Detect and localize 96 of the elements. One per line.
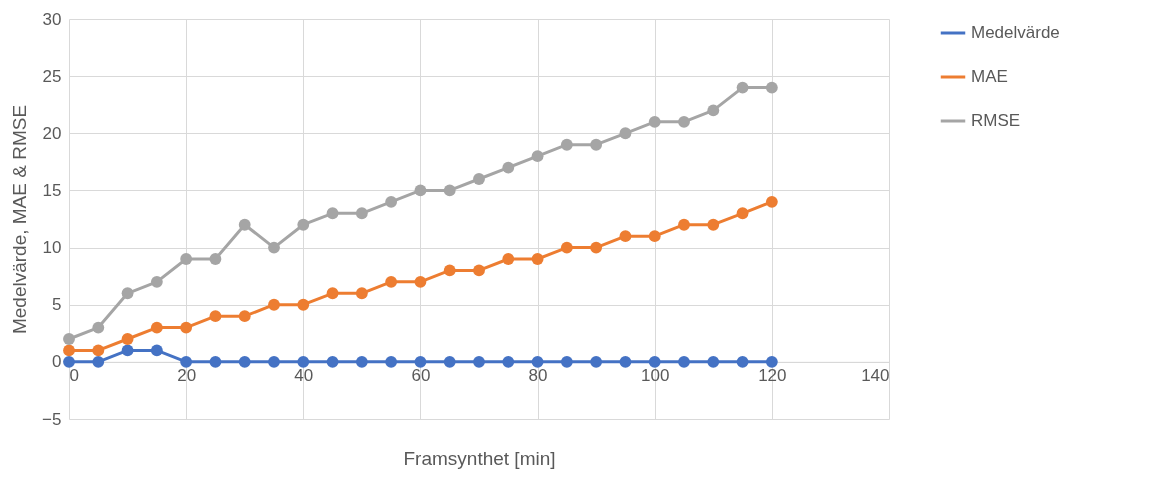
point (765, 81, 778, 94)
point (92, 321, 105, 334)
point (765, 195, 778, 208)
point (707, 218, 720, 231)
point (355, 287, 368, 300)
point (297, 298, 310, 311)
point (385, 195, 398, 208)
point (648, 230, 661, 243)
point (414, 275, 427, 288)
y-tick-label: 20 (42, 123, 62, 143)
point (238, 310, 251, 323)
point (385, 275, 398, 288)
point (648, 355, 661, 368)
legend-label: RMSE (971, 111, 1021, 130)
point (121, 287, 134, 300)
point (590, 355, 603, 368)
point (473, 173, 485, 185)
point (355, 207, 368, 220)
point (209, 355, 222, 368)
x-tick-label: 0 (69, 366, 79, 386)
point (150, 321, 163, 334)
point (619, 127, 632, 140)
point (414, 184, 427, 197)
point (268, 241, 280, 254)
x-tick-label: 100 (641, 366, 670, 386)
point (385, 355, 398, 368)
point (678, 115, 690, 128)
legend-label: MAE (971, 67, 1008, 86)
point (180, 321, 193, 334)
x-tick-label: 80 (528, 366, 548, 386)
y-axis-title: Medelvärde, MAE & RMSE (9, 104, 31, 335)
point (560, 138, 573, 151)
point (63, 355, 75, 368)
point (209, 253, 222, 265)
point (268, 298, 280, 311)
point (238, 355, 251, 368)
point (619, 355, 632, 368)
point (92, 344, 105, 357)
point (707, 355, 720, 368)
point (473, 264, 485, 277)
point (707, 104, 720, 117)
point (180, 355, 193, 368)
x-tick-label: 140 (861, 366, 890, 386)
point (502, 355, 515, 368)
point (180, 253, 193, 265)
point (443, 264, 456, 277)
point (678, 218, 690, 231)
y-tick-label: 15 (42, 180, 62, 200)
point (326, 355, 339, 368)
point (414, 355, 427, 368)
point (150, 275, 163, 288)
x-tick-label: 40 (294, 366, 314, 386)
y-tick-label: −5 (42, 409, 62, 429)
point (209, 310, 222, 323)
y-tick-label: 30 (42, 9, 62, 29)
point (268, 355, 280, 368)
point (326, 207, 339, 220)
point (765, 355, 778, 368)
y-tick-label: 0 (52, 352, 62, 372)
point (531, 253, 544, 265)
point (736, 207, 749, 220)
point (63, 344, 75, 357)
point (443, 184, 456, 197)
x-tick-label: 20 (177, 366, 197, 386)
y-tick-label: 10 (42, 238, 62, 258)
point (297, 218, 310, 231)
point (121, 344, 134, 357)
y-tick-label: 25 (42, 66, 62, 86)
point (92, 355, 105, 368)
x-axis-title: Framsynthet [min] (403, 447, 556, 469)
point (355, 355, 368, 368)
x-tick-label: 120 (758, 366, 787, 386)
point (590, 241, 603, 254)
point (619, 230, 632, 243)
point (443, 355, 456, 368)
point (238, 218, 251, 231)
point (678, 355, 690, 368)
point (560, 241, 573, 254)
point (531, 355, 544, 368)
point (297, 355, 310, 368)
point (590, 138, 603, 151)
point (121, 333, 134, 345)
point (63, 333, 75, 345)
point (473, 355, 485, 368)
point (326, 287, 339, 300)
point (502, 253, 515, 265)
legend-label: Medelvärde (971, 23, 1060, 42)
point (502, 161, 515, 174)
point (736, 81, 749, 94)
point (736, 355, 749, 368)
point (560, 355, 573, 368)
x-tick-label: 60 (411, 366, 431, 386)
y-tick-label: 5 (52, 295, 62, 315)
point (150, 344, 163, 357)
point (648, 115, 661, 128)
point (531, 150, 544, 163)
